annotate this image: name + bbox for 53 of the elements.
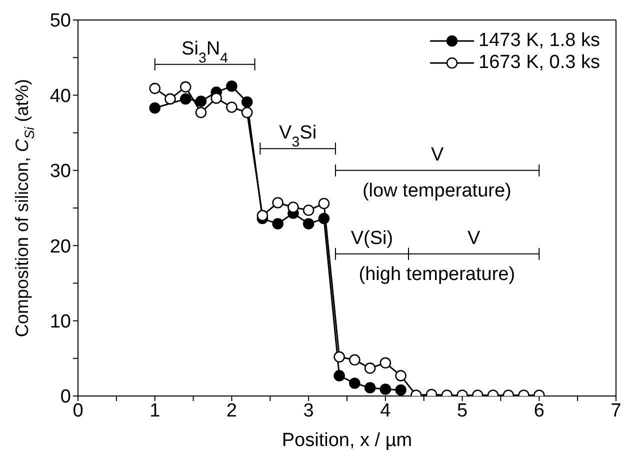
point	[380, 384, 392, 395]
point	[364, 362, 376, 374]
point	[149, 102, 161, 114]
y-tick-label: 0	[60, 386, 71, 408]
legend-label: 1473 K, 1.8 ks	[478, 30, 600, 52]
y-tick-label: 10	[50, 312, 71, 333]
point	[395, 384, 406, 396]
y-tick-label: 30	[50, 161, 71, 182]
point	[318, 212, 330, 224]
x-tick-label: 5	[456, 400, 468, 422]
point	[241, 96, 253, 108]
point	[364, 382, 376, 394]
annotation: (low temperature)	[362, 180, 512, 202]
y-tick-label: 40	[50, 86, 71, 107]
x-tick-label: 1	[150, 400, 160, 422]
x-tick-label: 7	[610, 400, 622, 422]
point	[210, 92, 222, 104]
point	[302, 204, 314, 216]
point	[226, 102, 238, 113]
annotation: Si$_{3}$N$_{4}$	[182, 38, 228, 66]
x-axis-title: Position, x / µm	[282, 430, 412, 451]
point	[288, 202, 299, 213]
legend-label: 1673 K, 0.3 ks	[478, 52, 600, 74]
annotation: (high temperature)	[358, 264, 516, 285]
y-tick-label: 20	[50, 236, 71, 258]
annotation: V	[430, 144, 444, 166]
point	[349, 378, 360, 389]
x-tick-label: 6	[534, 400, 544, 422]
point	[334, 351, 345, 363]
point	[164, 93, 176, 105]
point	[195, 106, 207, 118]
x-tick-label: 3	[303, 400, 314, 422]
annotation: V(Si)	[350, 228, 394, 249]
point	[226, 80, 238, 92]
point	[195, 96, 207, 107]
point	[149, 82, 161, 94]
point	[334, 370, 345, 382]
y-tick-label: 50	[50, 10, 71, 32]
point	[380, 357, 392, 369]
point	[302, 218, 314, 230]
point	[272, 218, 284, 230]
x-tick-label: 4	[380, 400, 392, 422]
annotation: V$_{3}$Si	[279, 122, 317, 151]
point	[241, 106, 253, 118]
point	[180, 81, 192, 93]
point	[272, 197, 284, 208]
point	[395, 370, 406, 382]
point	[256, 210, 268, 222]
point	[349, 354, 360, 366]
x-tick-label: 2	[226, 400, 238, 422]
point	[318, 198, 330, 210]
point	[180, 93, 192, 105]
annotation: V	[467, 228, 480, 249]
